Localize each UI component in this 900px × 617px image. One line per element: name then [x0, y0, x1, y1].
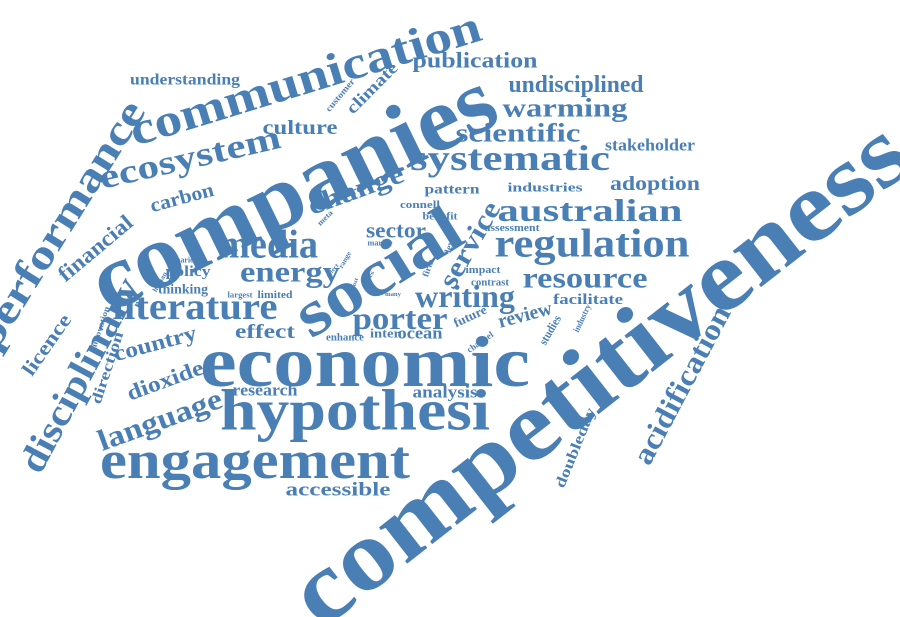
word: most: [350, 277, 360, 292]
word: policy: [166, 264, 212, 280]
word: impact: [466, 264, 501, 276]
word: industries: [508, 180, 583, 195]
word: inter: [370, 326, 400, 341]
word: largest: [228, 291, 253, 300]
word: sector: [366, 218, 426, 243]
word: stakeholder: [605, 136, 695, 155]
word: pattern: [425, 183, 480, 198]
word: enhance: [326, 333, 365, 344]
word: literature: [113, 286, 278, 328]
word: economic: [200, 322, 530, 402]
word: australian: [498, 192, 683, 228]
word: hypothesi: [220, 378, 490, 443]
word: analysis: [413, 383, 478, 402]
word: benefit: [423, 212, 459, 223]
word: scenario: [166, 256, 194, 265]
word: connell: [400, 199, 440, 211]
word: adoption: [610, 173, 700, 195]
word: marine: [368, 239, 393, 248]
word: limited: [258, 289, 293, 301]
word: systematic: [410, 138, 610, 178]
word: scientific: [456, 119, 581, 148]
word: undisciplined: [509, 72, 645, 98]
word: assessment: [485, 222, 540, 234]
word: resource: [523, 262, 648, 295]
word: contrast: [471, 278, 510, 289]
word: accessible: [286, 480, 391, 501]
word: energy: [240, 256, 340, 289]
word: research: [233, 381, 299, 400]
word: culture: [263, 117, 338, 139]
word: thinking: [158, 283, 208, 298]
word: porter: [353, 300, 448, 336]
word: writing: [415, 278, 515, 314]
word: media: [218, 222, 318, 267]
word: many: [385, 292, 401, 298]
word: publication: [413, 48, 538, 73]
word: warming: [503, 94, 628, 123]
word: engagement: [100, 430, 410, 490]
word: understanding: [130, 72, 240, 89]
word: regulation: [495, 221, 690, 266]
word: facilitate: [553, 292, 623, 308]
word: effect: [235, 321, 295, 343]
word: ocean: [398, 324, 444, 343]
